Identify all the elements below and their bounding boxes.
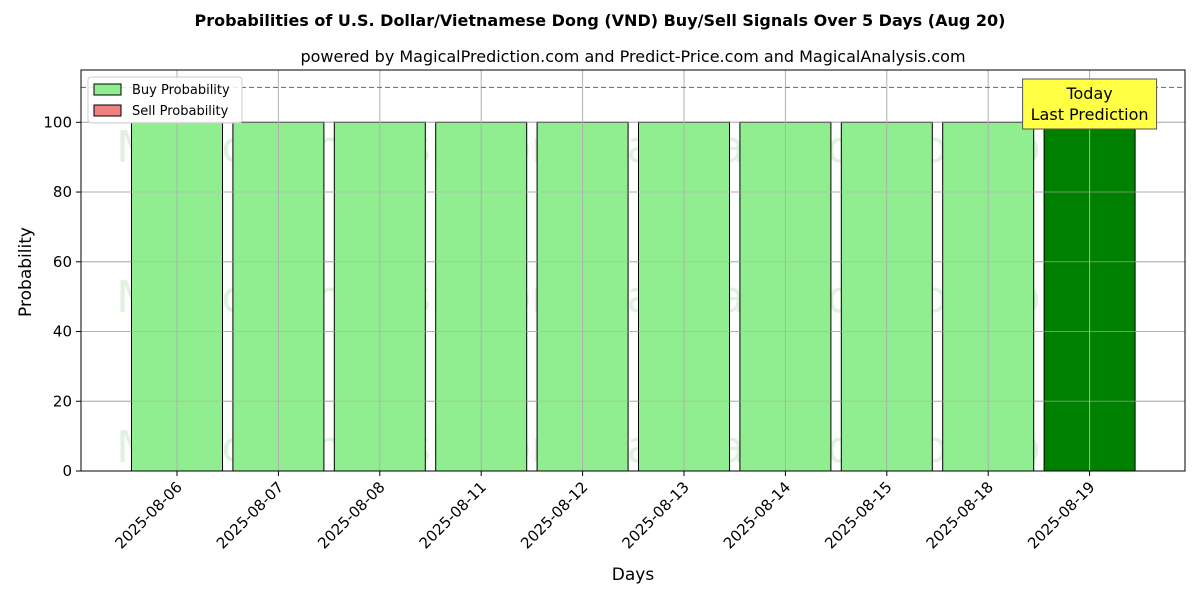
y-tick-label: 20 bbox=[53, 392, 72, 410]
legend-swatch bbox=[93, 104, 122, 117]
x-tick-label: 2025-08-14 bbox=[720, 478, 794, 552]
x-tick-label: 2025-08-11 bbox=[416, 478, 490, 552]
y-tick-label: 40 bbox=[53, 323, 72, 341]
callout-box bbox=[1022, 78, 1158, 130]
x-tick-label: 2025-08-15 bbox=[821, 478, 895, 552]
y-tick-label: 100 bbox=[43, 113, 72, 131]
y-tick-label: 60 bbox=[53, 253, 72, 271]
legend-label: Sell Probability bbox=[132, 104, 229, 119]
x-tick-label: 2025-08-13 bbox=[618, 478, 692, 552]
x-tick-label: 2025-08-06 bbox=[111, 478, 185, 552]
y-axis: 0 20 40 60 80 100 bbox=[43, 113, 81, 480]
x-tick-label: 2025-08-19 bbox=[1024, 478, 1098, 552]
y-axis-label: Probability bbox=[16, 227, 36, 317]
today-callout: Today Last Prediction bbox=[1022, 78, 1158, 130]
x-axis: 2025-08-06 2025-08-07 2025-08-08 2025-08-11… bbox=[111, 471, 1098, 552]
y-tick-label: 0 bbox=[62, 462, 72, 480]
plot-frame bbox=[80, 69, 1186, 472]
legend-box bbox=[87, 76, 243, 124]
x-tick-label: 2025-08-12 bbox=[517, 478, 591, 552]
chart-title: Probabilities of U.S. Dollar/Vietnamese … bbox=[195, 11, 1006, 30]
legend: Buy Probability Sell Probability bbox=[87, 76, 243, 124]
callout-text: Last Prediction bbox=[1031, 105, 1149, 124]
legend-label: Buy Probability bbox=[132, 83, 230, 98]
x-tick-label: 2025-08-18 bbox=[923, 478, 997, 552]
x-axis-label: Days bbox=[612, 565, 655, 585]
x-tick-label: 2025-08-07 bbox=[213, 478, 287, 552]
x-tick-label: 2025-08-08 bbox=[314, 478, 388, 552]
legend-swatch bbox=[93, 83, 122, 96]
callout-text: Today bbox=[1065, 84, 1112, 103]
y-tick-label: 80 bbox=[53, 183, 72, 201]
chart-subtitle: powered by MagicalPrediction.com and Pre… bbox=[300, 47, 965, 66]
